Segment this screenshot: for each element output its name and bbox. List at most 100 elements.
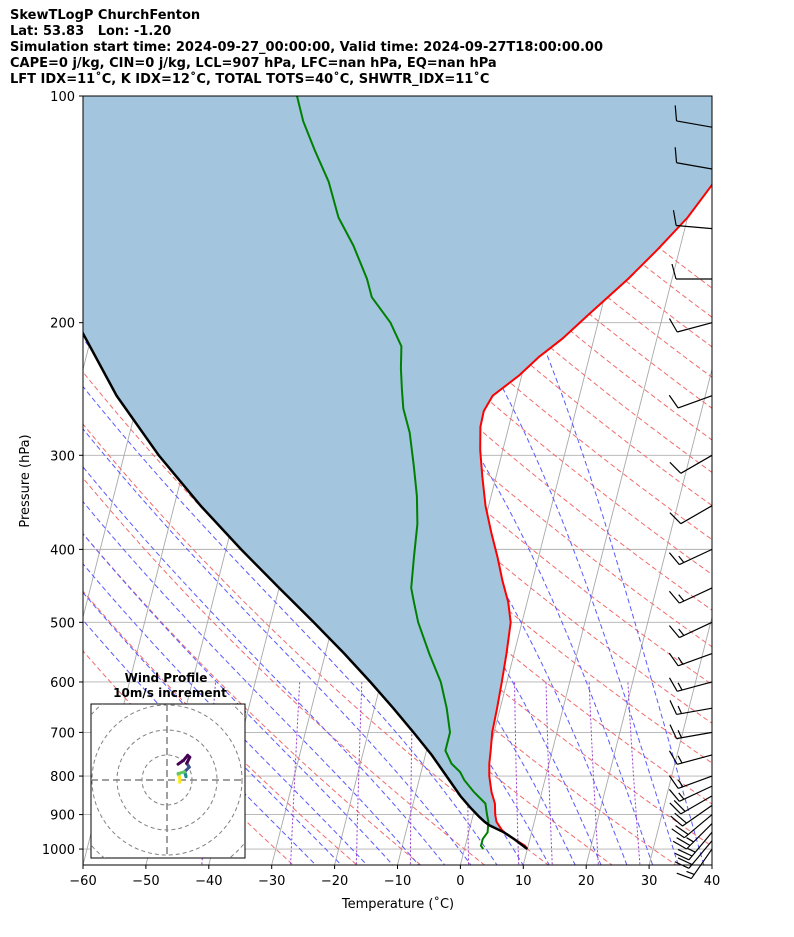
dry-adiabat-line bbox=[83, 477, 486, 865]
moist-adiabat-line bbox=[83, 385, 498, 865]
barb-flag bbox=[674, 147, 678, 163]
moist-adiabat-line bbox=[406, 96, 705, 865]
barb-flag bbox=[672, 840, 687, 850]
wind-profile-inset: Wind Profile 10m/s increment bbox=[90, 671, 246, 859]
moist-adiabat-line bbox=[83, 146, 602, 865]
barb-flag bbox=[668, 590, 680, 604]
barb-flag bbox=[668, 652, 679, 667]
barb-shaft bbox=[680, 795, 713, 815]
wind-barb bbox=[669, 700, 713, 716]
isotherm-line bbox=[711, 863, 712, 865]
barb-flag bbox=[668, 775, 679, 789]
barb-shaft bbox=[677, 681, 713, 692]
barb-flag bbox=[668, 318, 678, 333]
barb-shaft bbox=[680, 454, 713, 474]
y-tick-label: 800 bbox=[50, 770, 75, 785]
moist-adiabat-line bbox=[83, 533, 394, 865]
wind-barb bbox=[671, 814, 713, 839]
y-tick-label: 200 bbox=[50, 317, 75, 332]
wind-barb bbox=[668, 652, 713, 667]
wind-barb bbox=[672, 823, 713, 850]
barb-flag bbox=[676, 837, 691, 846]
barb-shaft bbox=[686, 823, 713, 850]
moist-adiabat-line bbox=[109, 96, 628, 865]
x-tick-label: 10 bbox=[515, 874, 532, 889]
barb-flag bbox=[669, 802, 682, 815]
barb-shaft bbox=[676, 120, 713, 128]
mixing-ratio-line bbox=[355, 681, 363, 865]
barb-shaft bbox=[679, 621, 713, 639]
wind-barb bbox=[669, 505, 713, 525]
y-axis-title: Pressure (hPa) bbox=[18, 434, 33, 527]
barb-half-flag bbox=[678, 594, 685, 602]
barb-flag bbox=[677, 848, 693, 857]
barb-flag bbox=[668, 394, 679, 409]
dewpoint-line bbox=[296, 96, 490, 850]
x-tick-label: −10 bbox=[384, 874, 411, 889]
dry-adiabat-line bbox=[83, 532, 422, 865]
x-tick-label: 30 bbox=[641, 874, 658, 889]
barb-half-flag bbox=[677, 682, 683, 691]
moist-adiabat-line bbox=[83, 500, 420, 865]
barb-shaft bbox=[677, 775, 713, 789]
y-tick-label: 100 bbox=[50, 90, 75, 105]
dry-adiabat-line bbox=[250, 96, 712, 507]
barb-shaft bbox=[679, 785, 713, 802]
wind-barb bbox=[668, 548, 713, 566]
mixing-ratio-line bbox=[290, 681, 301, 865]
barb-shaft bbox=[682, 804, 713, 827]
moist-adiabat-line bbox=[83, 428, 472, 865]
barb-shaft bbox=[677, 395, 713, 409]
y-tick-label: 600 bbox=[50, 676, 75, 691]
barb-flag bbox=[674, 812, 687, 824]
barb-half-flag bbox=[678, 792, 685, 800]
profile-lines bbox=[83, 96, 712, 850]
x-tick-label: −30 bbox=[258, 874, 285, 889]
wind-barb bbox=[668, 394, 713, 409]
moist-adiabat-line bbox=[83, 619, 317, 865]
wind-barb bbox=[668, 318, 713, 333]
x-tick-label: 0 bbox=[456, 874, 464, 889]
barb-half-flag bbox=[677, 705, 683, 714]
wind-barb bbox=[669, 724, 713, 740]
barb-half-flag bbox=[677, 656, 684, 665]
barb-flag bbox=[670, 815, 683, 827]
barb-shaft bbox=[676, 224, 713, 230]
barb-shaft bbox=[676, 162, 713, 170]
wind-barb bbox=[669, 454, 713, 474]
dry-adiabat-line bbox=[83, 590, 358, 865]
barb-flag bbox=[669, 724, 678, 739]
barb-flag bbox=[675, 825, 689, 836]
barb-flag bbox=[669, 512, 682, 525]
stability-indices-2: LFT IDX=11˚C, K IDX=12˚C, TOTAL TOTS=40˚… bbox=[10, 72, 490, 87]
barb-flag bbox=[668, 625, 680, 638]
barb-flag bbox=[669, 700, 678, 715]
wind-barb bbox=[668, 677, 713, 692]
mixing-ratio-line bbox=[514, 681, 520, 865]
x-axis-title: Temperature (˚C) bbox=[341, 896, 454, 912]
wind-barb bbox=[676, 848, 713, 880]
y-tick-label: 1000 bbox=[42, 843, 75, 858]
wind-barb bbox=[670, 804, 713, 827]
barb-shaft bbox=[688, 840, 713, 869]
barb-flag bbox=[671, 828, 685, 839]
station-location: Lat: 53.83 Lon: -1.20 bbox=[10, 24, 172, 39]
barb-half-flag bbox=[677, 755, 683, 764]
isotherm-line bbox=[648, 615, 712, 865]
wind-barb bbox=[668, 587, 713, 604]
barb-shaft bbox=[677, 754, 713, 765]
barb-half-flag bbox=[687, 848, 696, 853]
barb-shaft bbox=[680, 505, 713, 525]
dry-adiabat-line bbox=[83, 650, 294, 865]
parcel-line bbox=[83, 330, 529, 850]
dry-adiabat-line bbox=[315, 96, 712, 441]
barb-flag bbox=[674, 852, 690, 861]
dry-adiabat-line bbox=[348, 96, 712, 409]
barb-flag bbox=[677, 857, 693, 866]
barb-half-flag bbox=[677, 730, 683, 739]
barb-shaft bbox=[679, 587, 713, 604]
mixing-ratio-line bbox=[588, 681, 599, 865]
wind-barb bbox=[668, 621, 713, 639]
barb-shaft bbox=[676, 731, 713, 740]
